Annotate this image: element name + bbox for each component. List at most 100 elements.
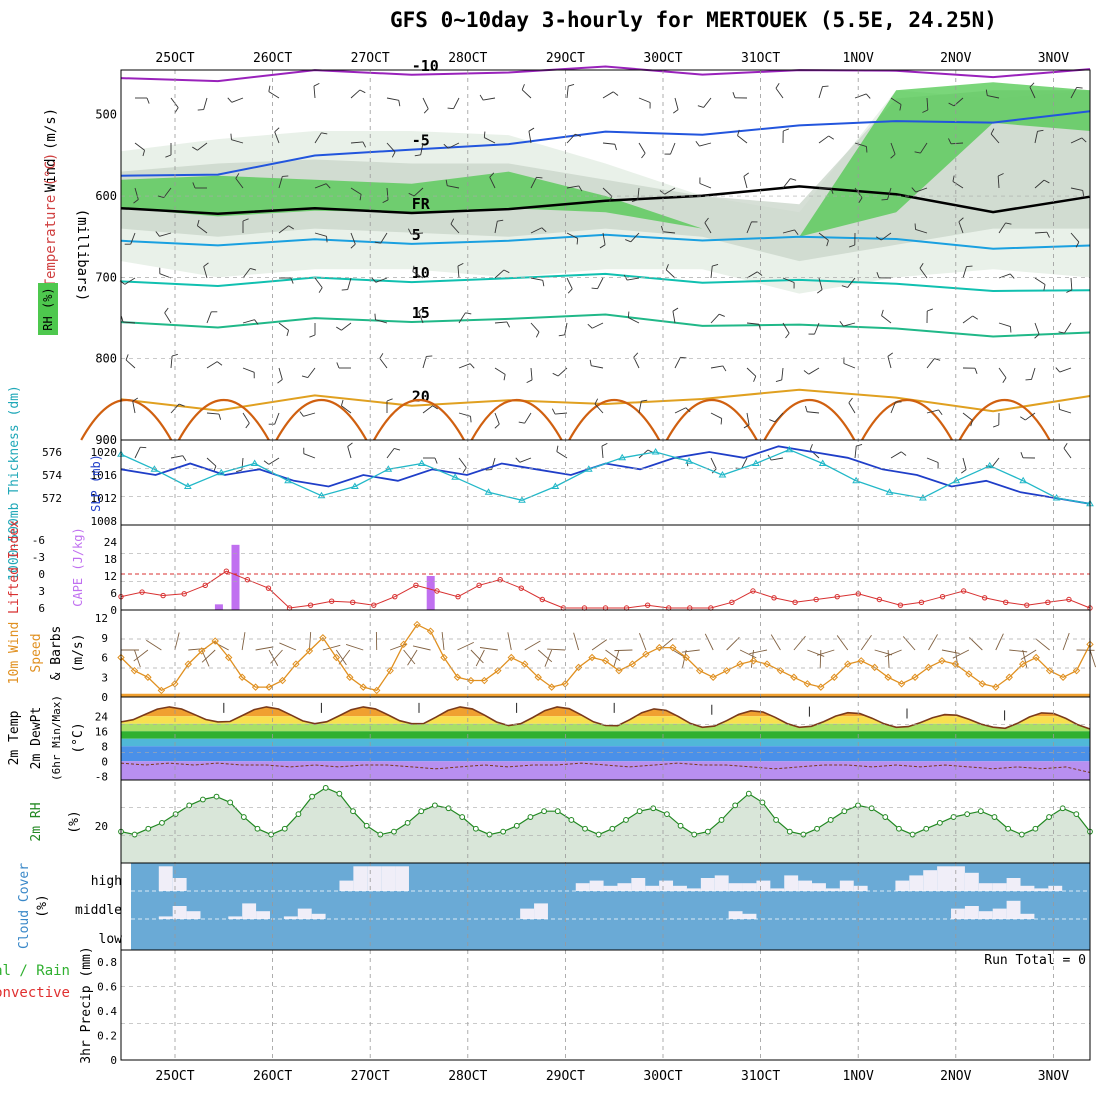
wind-barb-flag <box>457 262 464 267</box>
cloud-high-bar <box>853 885 868 891</box>
wind-barb-flag <box>386 398 393 402</box>
thickness-marker <box>685 457 693 464</box>
wind-barb-flag <box>948 102 955 107</box>
cloud-high-bar <box>964 872 979 891</box>
wind-speed-marker <box>669 643 677 652</box>
wind-barb-flag <box>919 263 924 269</box>
rh2m-marker <box>336 790 343 797</box>
rh2m-marker <box>240 814 247 820</box>
rh2m-marker <box>977 808 984 815</box>
cloud-middle-bar <box>158 916 173 919</box>
thickness-marker <box>551 482 560 489</box>
wind-barb <box>489 177 496 189</box>
li-marker <box>328 598 335 604</box>
surface-wind-barb <box>874 649 893 656</box>
wind-barb-flag <box>578 185 583 192</box>
wind-barb-flag <box>828 135 834 140</box>
wind-barb-flag <box>497 219 504 222</box>
thickness-marker <box>885 488 894 495</box>
temp-ylabel-2: 2m DewPt <box>29 707 44 770</box>
rh2m-marker <box>199 796 206 803</box>
wind-barb-flag <box>858 197 863 203</box>
wind-barb <box>566 185 579 189</box>
wind-barb-flag <box>558 334 565 337</box>
isotherm-25-arch <box>861 399 953 441</box>
wind-barb-flag <box>961 469 967 474</box>
rh2m-marker <box>186 802 193 809</box>
precip-tick: 0.4 <box>97 1005 117 1018</box>
wind-tick: 12 <box>95 612 108 625</box>
wind-barb <box>672 311 676 324</box>
wind-speed-marker <box>830 673 838 681</box>
wind-barb <box>386 142 396 153</box>
li-marker <box>392 593 398 600</box>
rh2m-marker <box>623 817 629 823</box>
wind-speed-marker <box>480 676 489 685</box>
wind-barb <box>303 412 316 417</box>
li-marker <box>644 602 651 608</box>
wind-barb-flag <box>1002 377 1007 383</box>
wind-barb <box>347 446 352 459</box>
wind-barb-flag <box>414 154 421 157</box>
upper-air-ylabel: (millibars) <box>74 209 90 302</box>
rh2m-marker <box>773 817 779 823</box>
surface-wind-barb <box>614 649 633 652</box>
wind-barb <box>674 97 679 110</box>
cloud-high-bar <box>895 880 910 891</box>
cloud-middle-bar <box>978 911 993 919</box>
wind-barb-flag <box>974 368 978 374</box>
thickness-marker <box>1052 494 1061 501</box>
wind-barb-flag <box>192 146 198 151</box>
wind-barb-flag <box>203 262 209 267</box>
surface-wind-barb <box>807 649 825 657</box>
wind-barb <box>134 142 145 151</box>
wind-barb <box>386 97 399 101</box>
wind-barb <box>665 269 676 279</box>
wind-barb <box>775 88 784 99</box>
rh2m-marker <box>896 825 902 832</box>
cloud-middle-bar <box>242 903 257 919</box>
wind-barb-flag <box>805 405 808 412</box>
thickness-marker <box>818 459 827 466</box>
wind-barb <box>1034 231 1048 234</box>
wind-barb-flag <box>876 272 880 278</box>
precip-tick: 0.2 <box>97 1030 117 1043</box>
isotherm--10 <box>120 65 1091 83</box>
wind-barb-flag <box>719 313 725 317</box>
wind-speed-marker <box>373 686 381 695</box>
rh2m-marker <box>486 831 493 838</box>
wind-speed-marker <box>359 683 367 691</box>
wind-barb <box>1034 322 1040 335</box>
wind-barb-flag <box>659 190 665 195</box>
wind-barb <box>566 232 578 239</box>
wind-barb <box>962 315 973 324</box>
wind-barb <box>566 277 573 289</box>
thickness-marker <box>484 488 493 495</box>
wind-barb <box>664 187 676 195</box>
rh2m-marker <box>459 814 466 820</box>
surface-wind-barb <box>1089 649 1096 668</box>
wind-barb-flag <box>695 141 700 147</box>
wind-barb-flag <box>371 277 377 283</box>
temp-ylabel-4: (°C) <box>71 722 86 753</box>
wind-barb-flag <box>551 408 556 415</box>
wind-barb <box>919 268 928 279</box>
wind-barb <box>307 367 316 378</box>
wind-barb-flag <box>704 217 709 223</box>
panel-frame-slp <box>120 439 1091 526</box>
wind-barb <box>494 221 498 234</box>
wind-barb <box>887 356 892 369</box>
li-marker <box>455 593 461 600</box>
wind-barb-flag <box>362 141 367 148</box>
wind-speed-marker <box>736 660 744 668</box>
li-marker <box>729 599 735 606</box>
rh2m-marker <box>1032 825 1039 832</box>
date-label-top: 26OCT <box>253 51 292 66</box>
wind-barb-flag <box>309 334 316 338</box>
wind-barb-flag <box>743 424 750 429</box>
cloud-ylabel: Cloud Cover <box>17 863 32 949</box>
wind-barb <box>710 457 717 469</box>
li-marker <box>960 588 967 594</box>
isotherm-label: 15 <box>412 304 430 322</box>
